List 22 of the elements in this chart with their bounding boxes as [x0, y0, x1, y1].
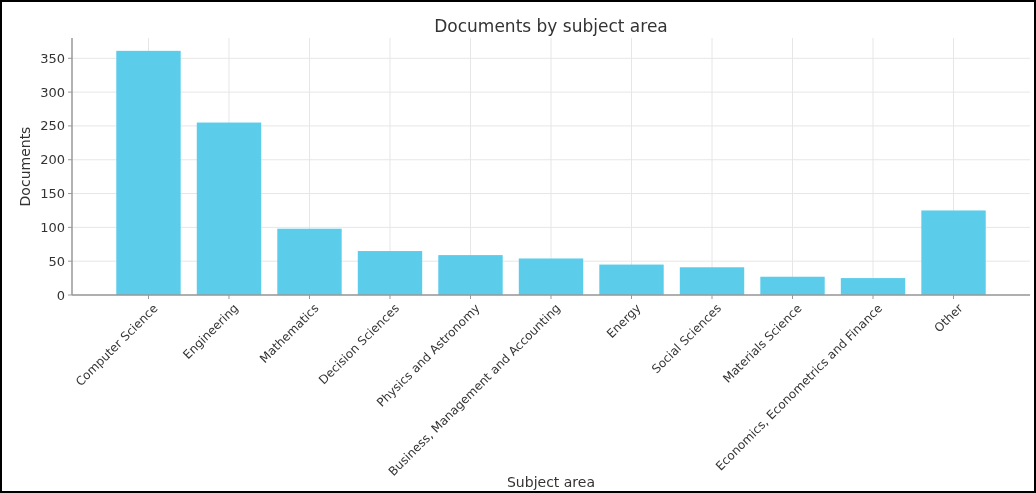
y-tick-label: 100	[40, 219, 65, 235]
bar	[679, 267, 745, 295]
chart-title: Documents by subject area	[434, 16, 668, 36]
bar	[116, 50, 181, 295]
y-tick-label: 0	[56, 287, 65, 303]
bar	[357, 251, 423, 295]
y-axis-title: Documents	[17, 126, 33, 207]
y-tick-label: 200	[40, 152, 65, 168]
bar	[438, 255, 503, 295]
bar	[277, 228, 342, 295]
bar	[599, 264, 664, 295]
bar	[760, 276, 825, 295]
y-tick-label: 150	[40, 186, 65, 202]
bar	[196, 122, 262, 295]
y-tick-label: 250	[40, 118, 65, 134]
bar	[921, 210, 986, 295]
x-axis-title: Subject area	[506, 474, 596, 490]
y-tick-label: 350	[40, 50, 65, 66]
bar	[840, 278, 906, 295]
y-tick-label: 50	[48, 253, 65, 269]
y-tick-label: 300	[40, 84, 65, 100]
bar	[518, 258, 584, 295]
